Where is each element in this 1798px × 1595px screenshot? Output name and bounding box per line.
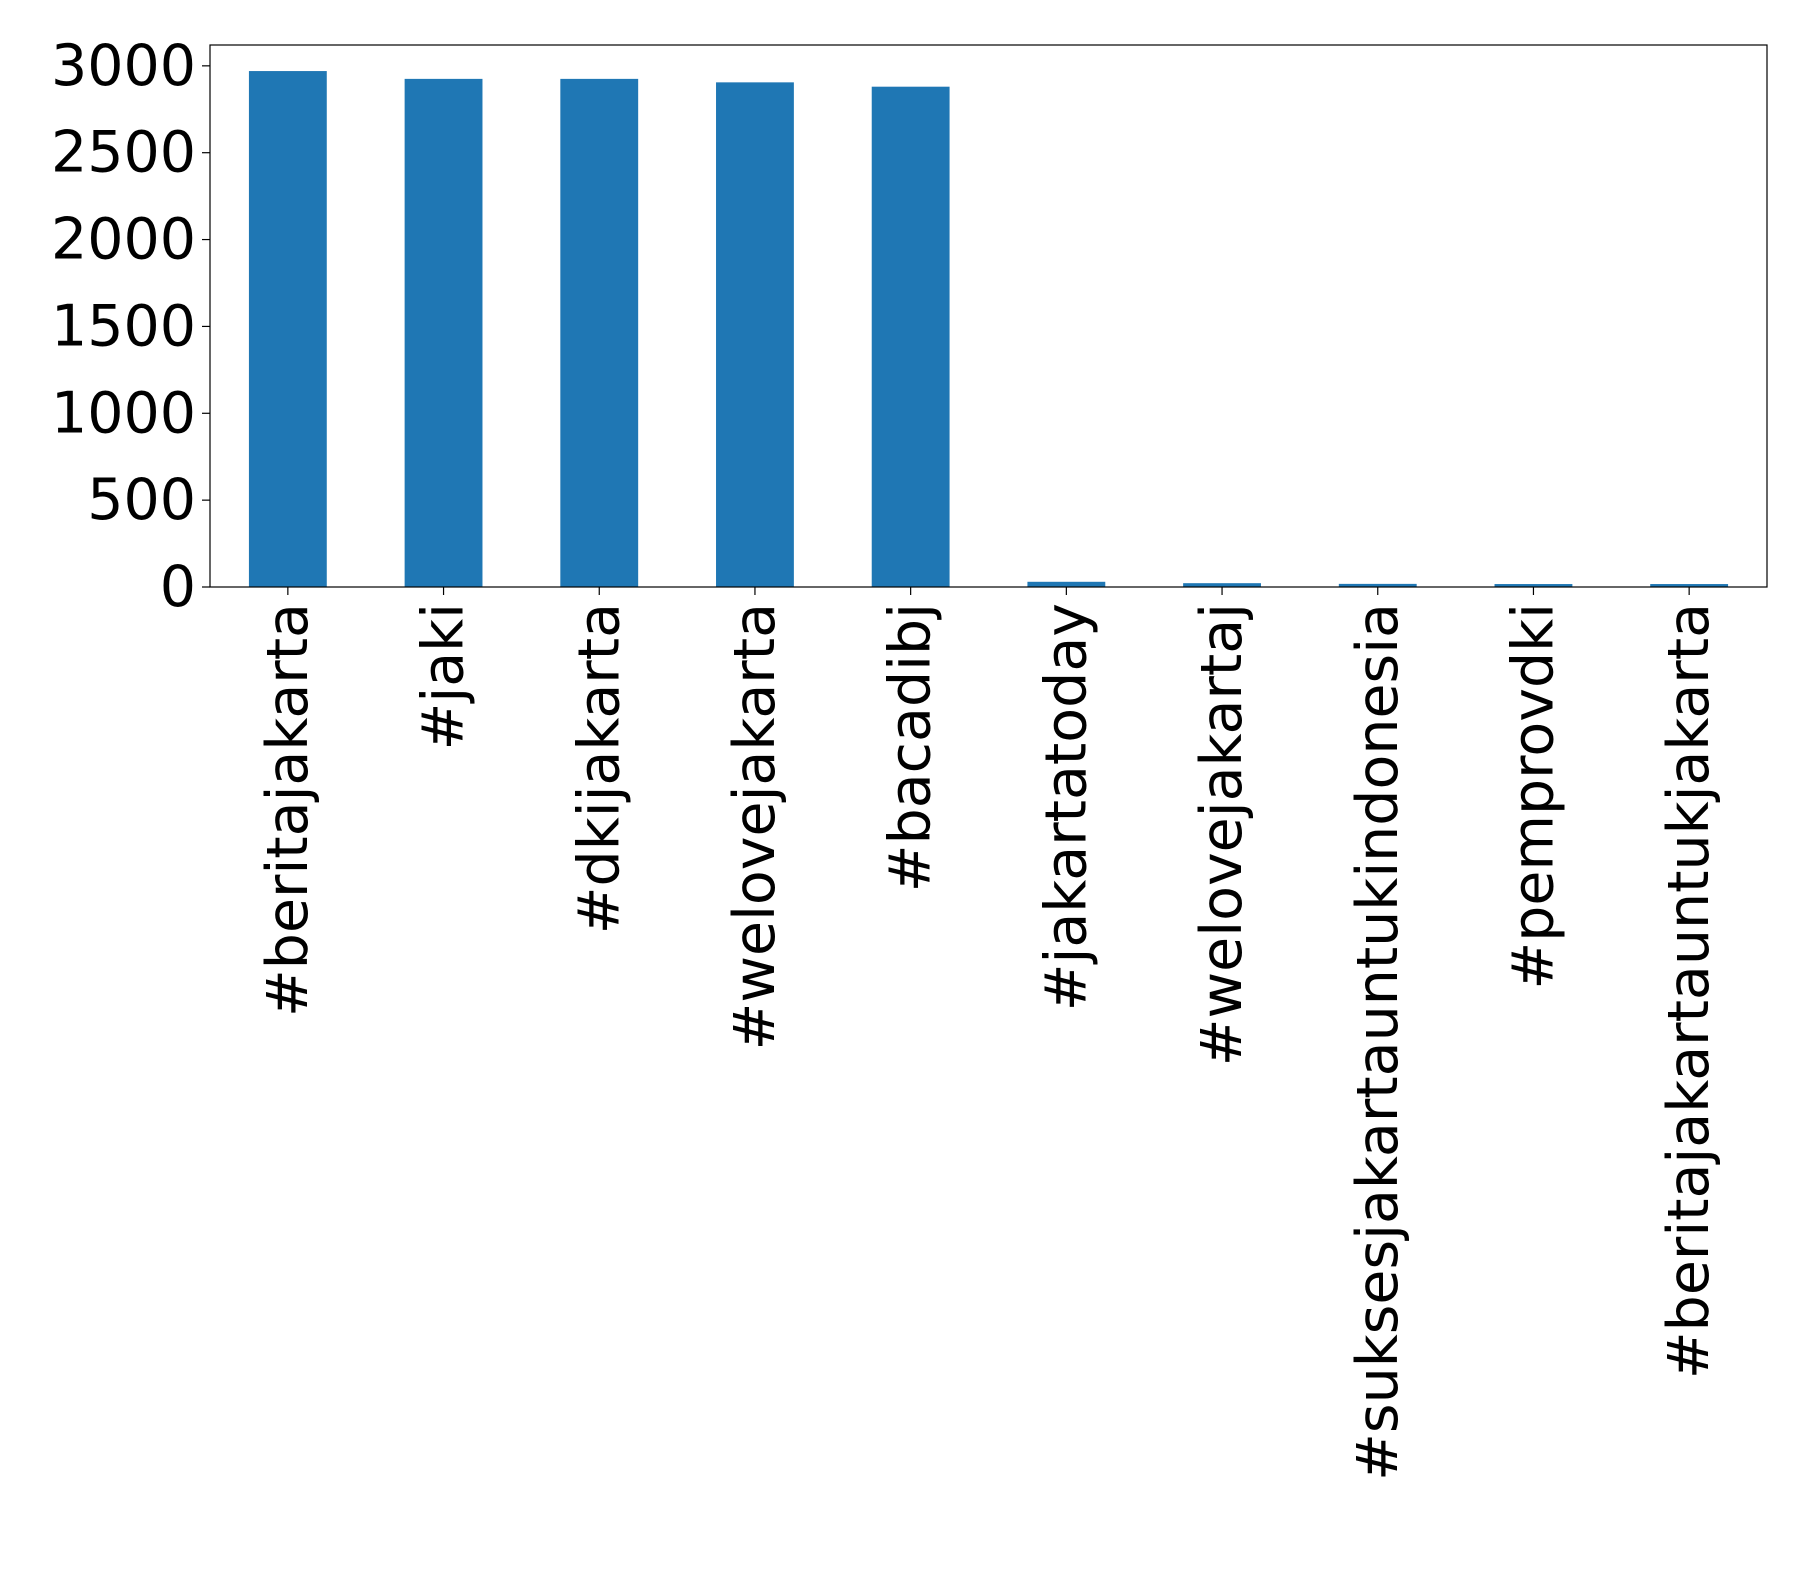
- y-axis-ticks: 0 500 1000 1500 2000 2500 3000: [51, 33, 210, 620]
- bar-pemprovdki: [1494, 584, 1573, 587]
- bar-welovejakarta: [716, 82, 794, 587]
- y-tick-label: 3000: [51, 33, 196, 99]
- plot-frame: [209, 44, 1768, 588]
- y-tick-label: 0: [160, 554, 196, 620]
- bar-jaki: [404, 78, 483, 587]
- x-tick-label: #beritajakarta: [255, 603, 321, 1017]
- x-tick-label: #welovejakarta: [722, 603, 788, 1050]
- x-tick-label: #bacadibj: [878, 603, 944, 892]
- bar-suksesjakartauntukindonesia: [1338, 583, 1417, 587]
- x-tick-label: #jakartatoday: [1033, 603, 1099, 1011]
- x-tick-label: #dkijakarta: [566, 603, 632, 934]
- x-axis-ticks: #beritajakarta #jaki #dkijakarta #welovejak…: [255, 587, 1722, 1481]
- y-tick-label: 1500: [51, 293, 196, 359]
- x-tick-label: #welovejakartaj: [1189, 603, 1255, 1066]
- y-tick-label: 2000: [51, 207, 196, 273]
- y-tick-label: 500: [87, 467, 196, 533]
- bar-welovejakartaj: [1183, 583, 1261, 587]
- bar-jakartatoday: [1027, 581, 1106, 587]
- bar-bacadibj: [871, 86, 950, 587]
- x-tick-label: #beritajakartauntukjakarta: [1656, 603, 1722, 1379]
- bar-beritajakartauntukjakarta: [1650, 584, 1729, 587]
- bars-group: [248, 71, 1729, 588]
- x-tick-label: #jaki: [411, 603, 477, 750]
- x-tick-label: #suksesjakartauntukindonesia: [1345, 603, 1411, 1481]
- bar-beritajakarta: [248, 71, 327, 588]
- x-tick-label: #pemprovdki: [1500, 603, 1566, 990]
- bar-dkijakarta: [560, 78, 639, 587]
- y-tick-label: 2500: [51, 120, 196, 186]
- y-tick-label: 1000: [51, 380, 196, 446]
